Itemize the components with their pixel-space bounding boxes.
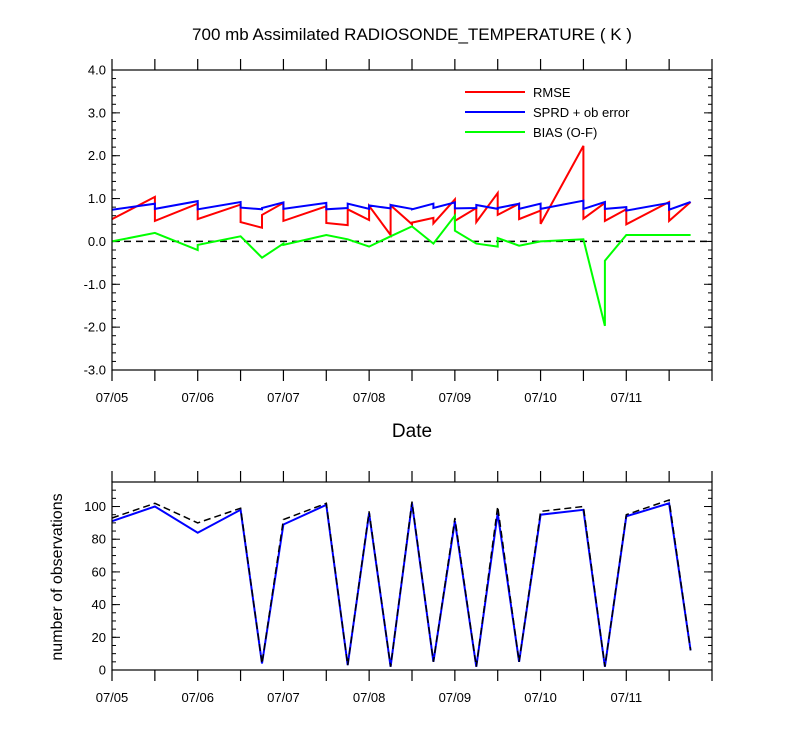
legend-label: BIAS (O-F) [533,125,597,140]
x-tick-label: 07/05 [96,690,129,705]
series-line-assimilated-observations [111,502,692,667]
y-tick-label: 2.0 [88,148,106,163]
top-plot-frame [111,69,713,371]
x-tick-label: 07/05 [96,390,129,405]
legend-label: RMSE [533,85,571,100]
x-tick-label: 07/09 [439,390,472,405]
x-tick-label: 07/07 [267,690,300,705]
series-line-total-observations [111,498,692,667]
x-tick-label: 07/10 [524,390,557,405]
top-series-group [111,145,692,327]
y-tick-label: 0.0 [88,234,106,249]
series-line-bias-o-f [111,212,691,327]
y-tick-label: -2.0 [84,320,106,335]
x-tick-label: 07/06 [181,690,214,705]
x-tick-label: 07/11 [610,690,642,705]
y-tick-label: 4.0 [88,63,106,78]
observations-chart: 0 20 40 60 80 100 07/05 07/06 07/07 07/08 07/09 07/… [49,471,713,705]
bias-rmse-chart: 700 mb Assimilated RADIOSONDE_TEMPERATUR… [84,25,713,442]
x-tick-label: 07/08 [353,690,386,705]
y-tick-label: -3.0 [84,363,106,378]
x-tick-label: 07/10 [524,690,557,705]
y-axis-label: number of observations [49,493,66,660]
x-tick-label: 07/09 [439,690,472,705]
series-line-rmse [111,145,692,239]
y-tick-label: 100 [84,499,106,514]
bottom-plot-frame [111,481,713,671]
series-line-sprd-ob-error [111,199,691,212]
y-tick-label: 1.0 [88,191,106,206]
y-tick-label: -1.0 [84,277,106,292]
legend: RMSE SPRD + ob error BIAS (O-F) [465,85,630,140]
y-tick-label: 80 [92,532,106,547]
legend-label: SPRD + ob error [533,105,630,120]
y-tick-label: 0 [99,663,106,678]
chart-title: 700 mb Assimilated RADIOSONDE_TEMPERATUR… [192,25,632,44]
y-tick-label: 3.0 [88,105,106,120]
y-tick-label: 60 [92,564,106,579]
bottom-series-group [111,498,692,667]
x-axis-label: Date [392,421,432,442]
x-tick-label: 07/11 [610,390,642,405]
x-tick-label: 07/08 [353,390,386,405]
x-tick-label: 07/06 [181,390,214,405]
y-tick-label: 20 [92,630,106,645]
y-tick-label: 40 [92,597,106,612]
x-tick-label: 07/07 [267,390,300,405]
